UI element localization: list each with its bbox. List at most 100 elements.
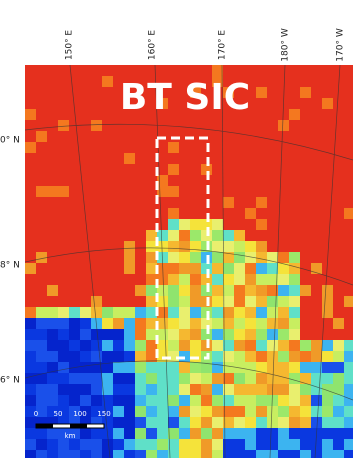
sic-cell	[300, 329, 311, 340]
sic-cell	[300, 285, 311, 296]
sic-cell	[124, 252, 135, 263]
sic-cell	[212, 373, 223, 384]
sic-cell	[234, 142, 245, 153]
sic-cell	[256, 384, 267, 395]
sic-cell	[267, 439, 278, 450]
sic-cell	[300, 362, 311, 373]
sic-cell	[256, 153, 267, 164]
sic-cell	[47, 87, 58, 98]
sic-cell	[80, 307, 91, 318]
sic-cell	[212, 318, 223, 329]
sic-cell	[91, 164, 102, 175]
sic-cell	[300, 76, 311, 87]
sic-cell	[190, 296, 201, 307]
sic-cell	[300, 428, 311, 439]
sic-cell	[190, 329, 201, 340]
sic-cell	[113, 120, 124, 131]
sic-cell	[179, 208, 190, 219]
sic-cell	[278, 351, 289, 362]
sic-cell	[36, 263, 47, 274]
sic-cell	[47, 186, 58, 197]
sic-cell	[256, 252, 267, 263]
sic-cell	[289, 318, 300, 329]
sic-cell	[190, 318, 201, 329]
sic-cell	[267, 263, 278, 274]
sic-cell	[91, 76, 102, 87]
sic-cell	[25, 296, 36, 307]
sic-cell	[124, 274, 135, 285]
sic-cell	[168, 230, 179, 241]
sic-cell	[47, 329, 58, 340]
sic-cell	[135, 241, 146, 252]
sic-cell	[58, 76, 69, 87]
sic-cell	[80, 373, 91, 384]
sic-cell	[344, 219, 353, 230]
sic-cell	[91, 208, 102, 219]
sic-cell	[267, 318, 278, 329]
sic-cell	[300, 230, 311, 241]
sic-cell	[91, 252, 102, 263]
sic-cell	[300, 241, 311, 252]
sic-cell	[289, 406, 300, 417]
sic-cell	[190, 186, 201, 197]
sic-cell	[69, 186, 80, 197]
sic-cell	[234, 439, 245, 450]
sic-cell	[245, 340, 256, 351]
sic-cell	[146, 164, 157, 175]
sic-cell	[278, 120, 289, 131]
sic-cell	[289, 307, 300, 318]
sic-cell	[58, 175, 69, 186]
sic-cell	[223, 340, 234, 351]
sic-cell	[300, 384, 311, 395]
sic-cell	[146, 384, 157, 395]
sic-cell	[168, 395, 179, 406]
sic-cell	[179, 417, 190, 428]
sic-cell	[223, 296, 234, 307]
sic-cell	[256, 164, 267, 175]
sic-cell	[223, 274, 234, 285]
sic-cell	[212, 406, 223, 417]
sic-cell	[212, 384, 223, 395]
sic-cell	[135, 208, 146, 219]
sic-cell	[91, 263, 102, 274]
sic-cell	[168, 263, 179, 274]
sic-cell	[245, 285, 256, 296]
sic-cell	[267, 175, 278, 186]
sic-cell	[267, 351, 278, 362]
sic-cell	[179, 263, 190, 274]
sic-cell	[300, 186, 311, 197]
sic-cell	[102, 76, 113, 87]
sic-cell	[135, 439, 146, 450]
sic-cell	[212, 274, 223, 285]
sic-cell	[311, 87, 322, 98]
sic-cell	[333, 219, 344, 230]
sic-cell	[256, 142, 267, 153]
sic-cell	[102, 263, 113, 274]
scale-tick: 0	[34, 410, 38, 418]
sic-cell	[113, 351, 124, 362]
sic-cell	[157, 439, 168, 450]
sic-cell	[124, 241, 135, 252]
sic-cell	[333, 109, 344, 120]
sic-cell	[289, 417, 300, 428]
sic-cell	[322, 395, 333, 406]
sic-cell	[135, 373, 146, 384]
sic-cell	[190, 197, 201, 208]
sic-cell	[91, 219, 102, 230]
sic-cell	[256, 219, 267, 230]
sic-cell	[245, 142, 256, 153]
sic-cell	[146, 362, 157, 373]
sic-cell	[124, 65, 135, 76]
sic-cell	[135, 274, 146, 285]
sic-cell	[179, 252, 190, 263]
sic-cell	[69, 164, 80, 175]
sic-cell	[190, 406, 201, 417]
sic-cell	[212, 285, 223, 296]
sic-cell	[344, 164, 353, 175]
sic-cell	[47, 120, 58, 131]
sic-cell	[102, 98, 113, 109]
sic-cell	[344, 373, 353, 384]
sic-cell	[168, 120, 179, 131]
sic-cell	[234, 428, 245, 439]
sic-cell	[102, 230, 113, 241]
